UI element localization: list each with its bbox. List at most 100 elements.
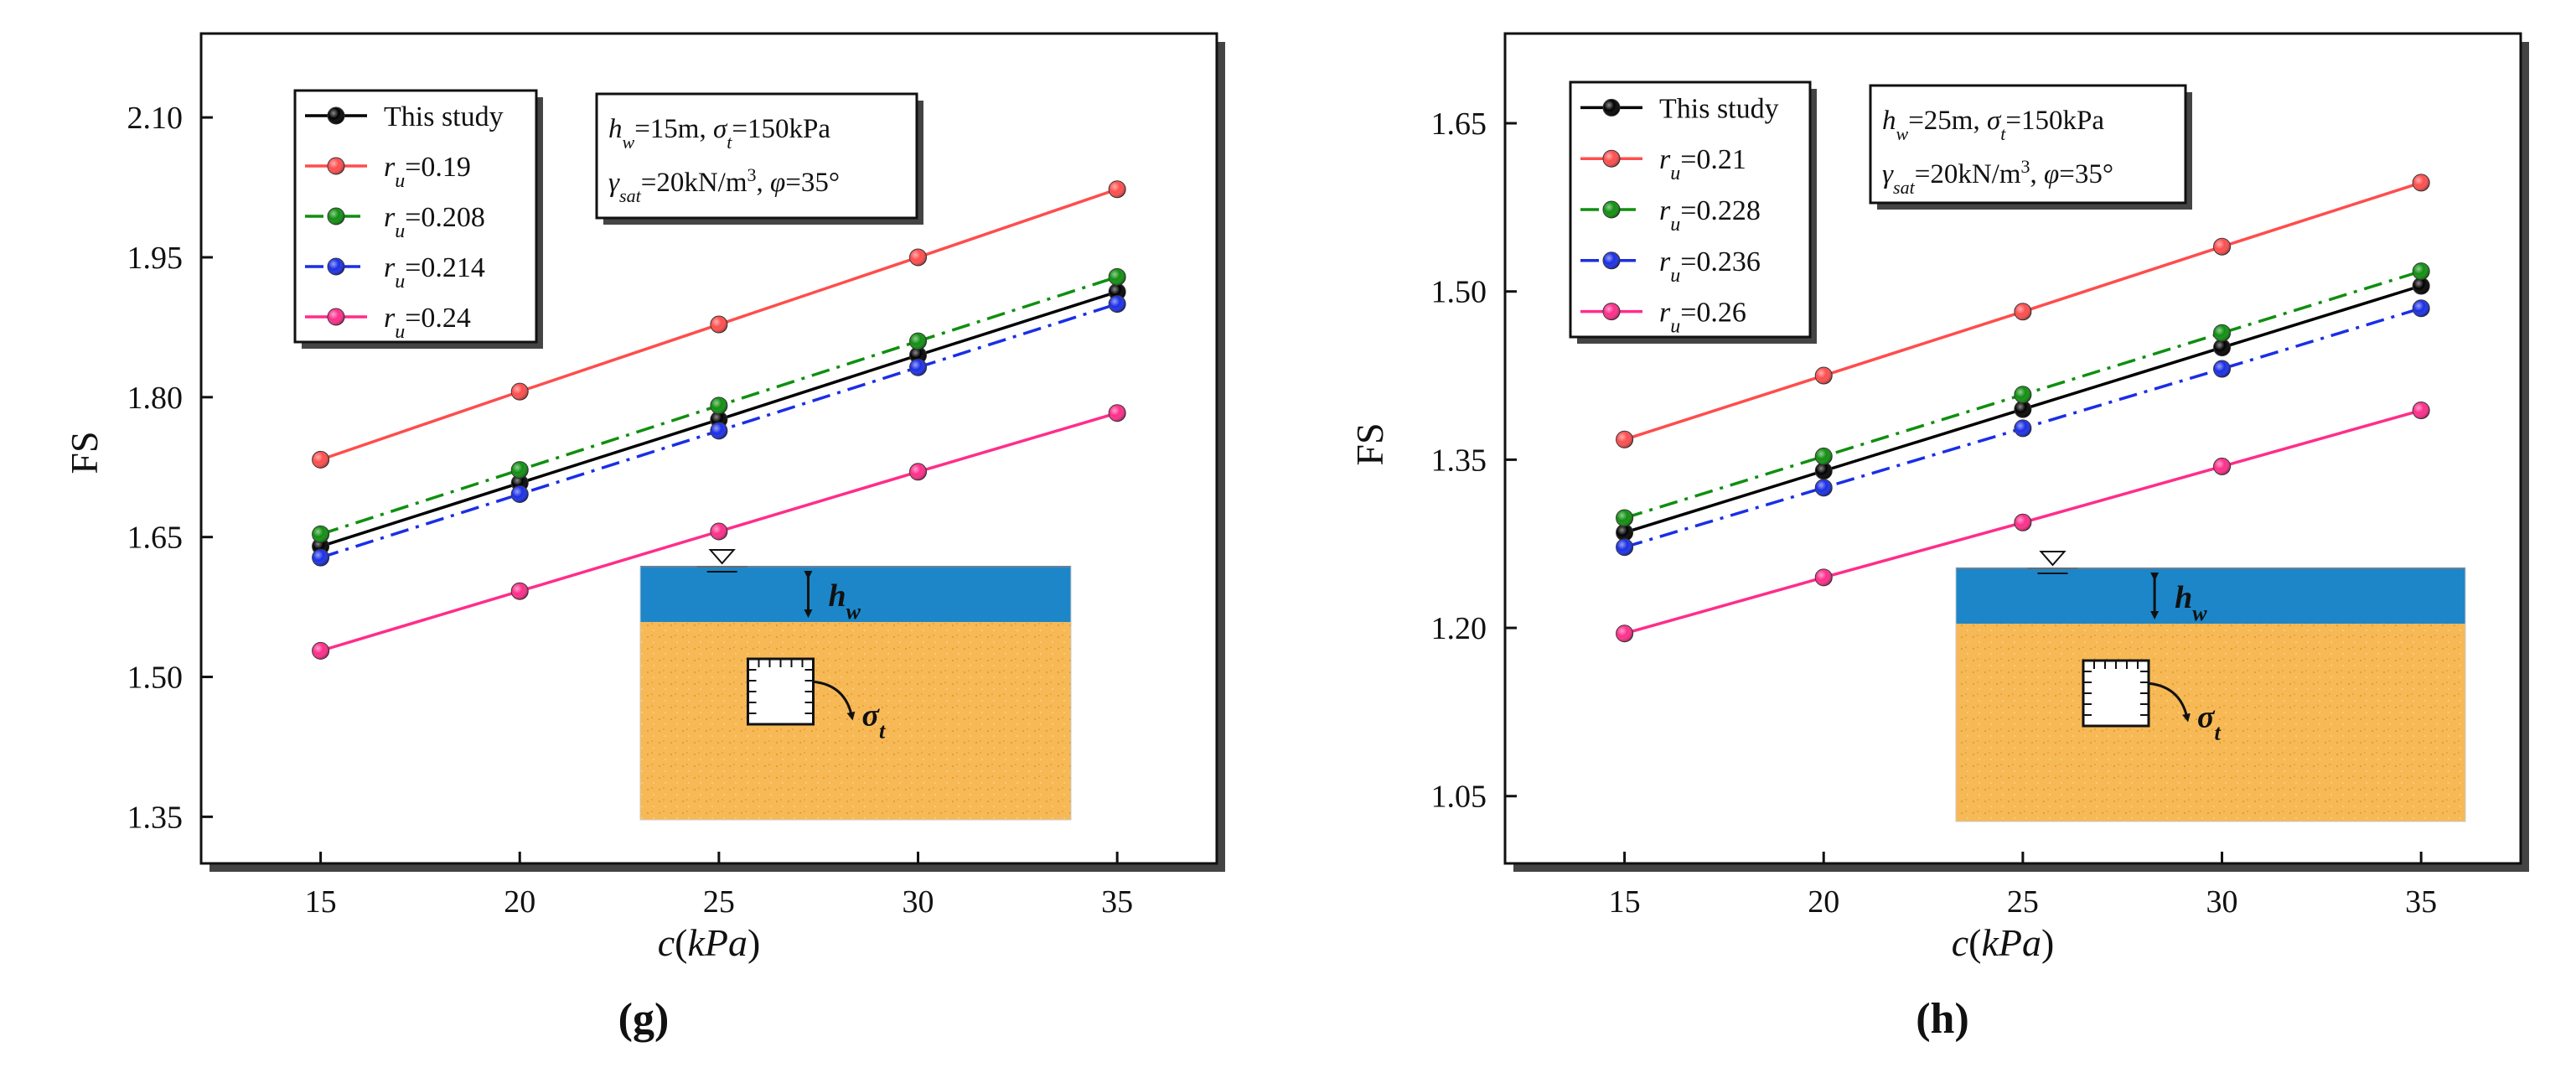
data-point-shade [2413,277,2430,295]
data-point-shade [909,346,927,364]
y-tick-label: 1.65 [1431,106,1487,142]
series-0 [1616,277,2430,542]
x-tick-label: 25 [2007,884,2039,920]
legend-label-symbol: r [1659,298,1671,329]
param-symbol: h [1882,106,1896,136]
sigma-label-sub: t [2214,720,2221,744]
data-point-shade [1815,479,1833,496]
data-point-shade [1815,448,1833,465]
legend-label-value: =0.214 [405,252,485,283]
data-point-shade [909,333,927,350]
series-2 [1616,262,2430,527]
data-point-shade [2413,299,2430,317]
series-4 [312,404,1126,660]
sigma-label-main: σ [2197,700,2216,735]
param-value: =35° [785,168,840,198]
param-symbol: σ [1987,106,2002,136]
data-point-shade [1109,283,1126,301]
inset-border [639,566,1072,821]
x-axis-label-unit: kPa [687,921,747,964]
data-point-shade [1616,625,1633,642]
data-point-shade [511,485,529,503]
legend-label-value: =0.228 [1680,195,1761,226]
param-value: =25m, [1908,106,1987,136]
y-tick-label: 1.80 [127,381,184,416]
legend-label-value: =0.21 [1680,144,1746,175]
legend-label: This study [1659,93,1779,124]
x-axis-label-symbol: c [1952,921,1968,964]
y-tick-label: 1.20 [1431,611,1487,646]
param-symbol: σ [713,114,728,144]
soil-layer [1956,624,2465,821]
data-point-shade [1109,295,1126,313]
data-point-shade [312,642,329,660]
parameter-box-frame [1869,84,2187,205]
data-point-shade [2014,514,2031,531]
data-point-shade [2014,386,2031,403]
legend-label-sub: u [395,220,405,242]
legend-marker-shade [328,158,344,174]
legend-label-sub: u [1670,265,1680,287]
parameter-line-1: hw=15m, σt=150kPa [608,114,830,153]
data-point-shade [909,248,927,266]
data-point-shade [1616,509,1633,526]
param-symbol: γ [608,168,620,198]
panel-label: (g) [618,995,670,1043]
x-axis-label-paren: ) [747,921,760,964]
x-axis-label-symbol: c [658,921,675,964]
parameter-line-2: γsat=20kN/m3, φ=35° [608,164,840,206]
sigma-label-main: σ [862,698,881,733]
parameter-box: hw=25m, σt=150kPa γsat=20kN/m3, φ=35° [1869,84,2192,210]
parameter-box: hw=15m, σt=150kPa γsat=20kN/m3, φ=35° [595,92,923,225]
parameter-line-1: hw=25m, σt=150kPa [1882,106,2104,144]
param-sub: t [727,132,732,153]
tunnel [2082,659,2150,728]
data-point-shade [1815,568,1833,586]
param-sup: 3 [2020,156,2030,177]
y-axis-label: FS [1348,422,1391,465]
y-tick-label: 1.35 [1431,443,1487,478]
data-point-shade [710,396,727,414]
data-point-shade [1815,367,1833,385]
data-point-shade [511,583,529,600]
series-3 [1616,299,2430,557]
data-point-shade [2014,303,2031,320]
data-point-shade [2014,419,2031,437]
data-point-shade [909,463,927,480]
legend-marker-shade [1603,303,1620,320]
sigma-label-sub: t [879,718,886,743]
param-value: =150kPa [2005,106,2104,136]
legend-label-value: =0.26 [1680,298,1746,329]
series-3 [312,295,1126,567]
sigma-label: σt [2197,700,2221,745]
data-point-shade [1109,268,1126,286]
data-point-shade [1109,404,1126,422]
data-point-shade [1616,538,1633,556]
param-value: =35° [2059,159,2113,189]
y-tick-label: 1.65 [127,521,184,556]
legend-label: ru=0.208 [384,202,485,242]
x-axis-label: c(kPa) [658,921,761,964]
data-point-shade [2014,401,2031,418]
param-sub: sat [1893,177,1916,198]
legend-label: ru=0.236 [1659,246,1761,287]
water-layer [1956,568,2465,624]
data-point-shade [2213,339,2231,356]
support-pressure-arrow [2148,682,2191,723]
inset-schematic: hw σt [639,549,1072,821]
param-value: , [756,168,770,198]
y-tick-label: 2.10 [127,101,184,136]
tunnel [747,657,815,726]
legend-marker-shade [1603,251,1620,269]
legend-marker-shade [328,308,344,325]
param-symbol: φ [770,168,785,198]
x-axis-label-paren: ( [1968,921,1981,964]
parameter-line-2: γsat=20kN/m3, φ=35° [1882,156,2113,198]
data-point-shade [1616,431,1633,448]
data-point-shade [312,526,329,543]
data-point-shade [312,451,329,469]
legend-marker-shade [328,258,344,275]
param-sub: w [623,132,635,153]
x-tick-label: 20 [504,884,535,920]
